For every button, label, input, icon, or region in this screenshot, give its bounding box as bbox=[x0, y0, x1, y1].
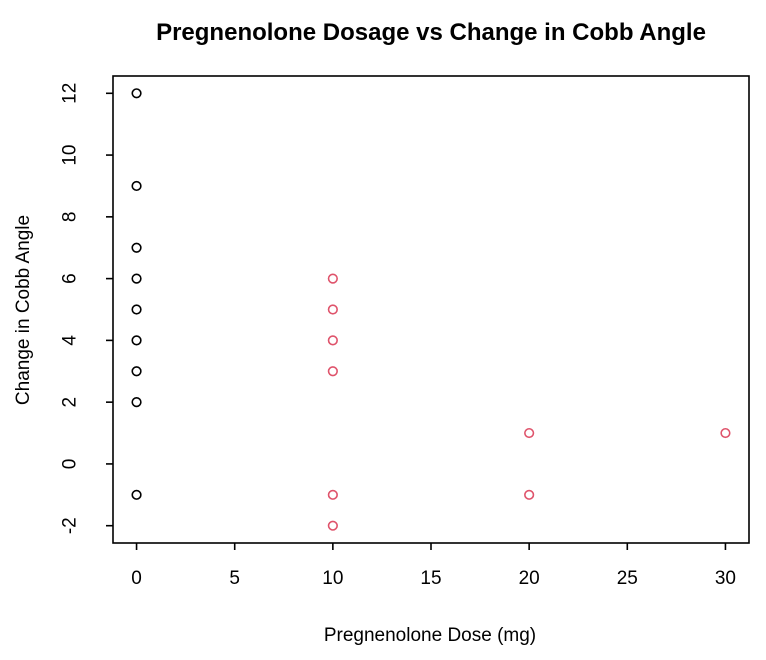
y-axis-ticks: -2 0 2 4 6 8 10 12 bbox=[60, 83, 113, 534]
data-point-dose-positive bbox=[327, 273, 338, 284]
data-point-dose-zero bbox=[131, 242, 142, 253]
data-point-dose-zero bbox=[131, 335, 142, 346]
data-point-dose-positive bbox=[327, 520, 338, 531]
x-tick-label: 30 bbox=[715, 568, 736, 589]
y-tick-label: 0 bbox=[60, 459, 81, 470]
data-point-dose-positive bbox=[327, 335, 338, 346]
x-tick-label: 25 bbox=[617, 568, 638, 589]
chart-title: Pregnenolone Dosage vs Change in Cobb An… bbox=[156, 19, 706, 46]
data-point-dose-positive bbox=[327, 304, 338, 315]
y-tick-label: 8 bbox=[60, 212, 81, 223]
data-point-dose-zero bbox=[131, 397, 142, 408]
data-point-dose-positive bbox=[524, 489, 535, 500]
plot-area-border bbox=[112, 75, 750, 544]
y-tick-label: 4 bbox=[60, 335, 81, 346]
x-axis-label: Pregnenolone Dose (mg) bbox=[324, 625, 536, 646]
data-point-dose-zero bbox=[131, 88, 142, 99]
data-point-dose-positive bbox=[720, 427, 731, 439]
data-points-layer bbox=[131, 88, 731, 531]
x-axis-ticks: 0 5 10 15 20 25 30 bbox=[131, 543, 736, 589]
y-tick-label: 2 bbox=[60, 397, 81, 408]
data-point-dose-zero bbox=[131, 180, 142, 192]
x-tick-label: 5 bbox=[229, 568, 240, 589]
data-point-dose-positive bbox=[327, 489, 338, 500]
data-point-dose-zero bbox=[131, 304, 142, 315]
data-point-dose-positive bbox=[327, 366, 338, 377]
x-tick-label: 20 bbox=[519, 568, 540, 589]
y-axis-label: Change in Cobb Angle bbox=[13, 215, 34, 405]
x-tick-label: 10 bbox=[322, 568, 343, 589]
y-tick-label: 6 bbox=[60, 273, 81, 284]
x-tick-label: 0 bbox=[131, 568, 142, 589]
x-tick-label: 15 bbox=[420, 568, 441, 589]
y-tick-label: -2 bbox=[60, 517, 81, 534]
data-point-dose-zero bbox=[131, 273, 142, 284]
y-tick-label: 12 bbox=[60, 83, 81, 104]
y-tick-label: 10 bbox=[60, 144, 81, 165]
data-point-dose-zero bbox=[131, 489, 142, 500]
data-point-dose-zero bbox=[131, 366, 142, 377]
data-point-dose-positive bbox=[524, 427, 535, 439]
